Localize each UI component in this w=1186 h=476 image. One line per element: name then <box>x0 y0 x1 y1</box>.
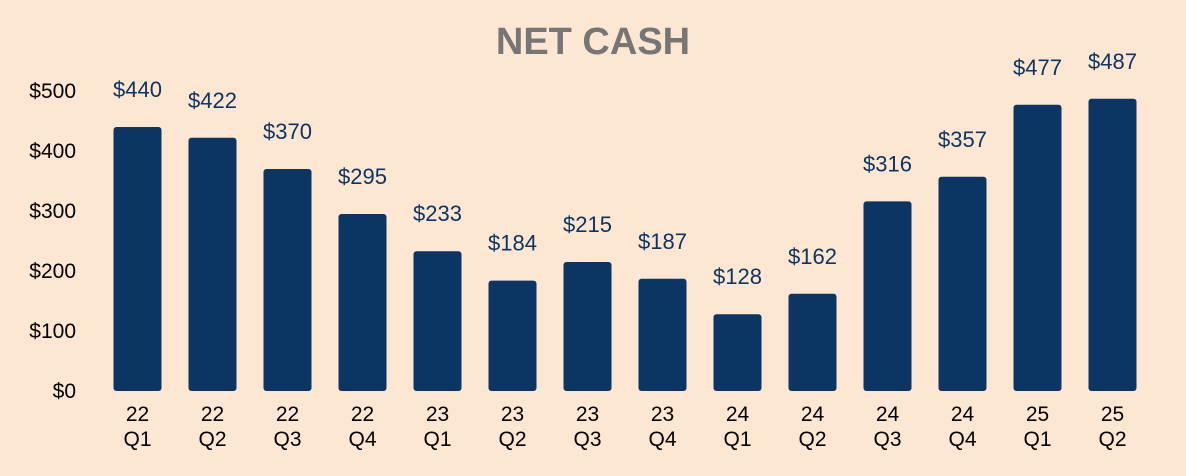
data-label: $295 <box>338 164 387 189</box>
x-tick-label-year: 22 <box>126 403 149 426</box>
x-tick-label-year: 24 <box>876 403 900 426</box>
y-tick-label: $500 <box>29 80 76 103</box>
data-label: $187 <box>638 229 687 254</box>
x-tick-label-quarter: Q4 <box>648 428 676 451</box>
data-label: $215 <box>563 212 612 237</box>
bar <box>413 251 462 391</box>
data-labels-group: $440 $422 $370 $295 $233 $184 $215 $187 $128 $162… <box>113 49 1137 289</box>
y-axis: $0 $100 $200 $300 $400 $500 <box>29 80 76 403</box>
bar <box>1013 104 1062 392</box>
x-tick-label-quarter: Q1 <box>1023 428 1051 451</box>
x-axis: 22Q122Q222Q322Q423Q123Q223Q323Q424Q124Q2… <box>123 403 1126 451</box>
x-tick-label-quarter: Q3 <box>873 428 901 451</box>
bar <box>563 262 612 391</box>
data-label: $440 <box>113 77 162 102</box>
x-tick-label-quarter: Q3 <box>573 428 601 451</box>
x-tick-label-quarter: Q4 <box>948 428 976 451</box>
x-tick-label-year: 22 <box>351 403 374 426</box>
data-label: $357 <box>938 127 987 152</box>
data-label: $128 <box>713 264 762 289</box>
data-label: $162 <box>788 244 837 269</box>
x-tick-label-quarter: Q1 <box>723 428 751 451</box>
x-tick-label-year: 23 <box>651 403 674 426</box>
y-tick-label: $200 <box>29 260 76 283</box>
x-tick-label-year: 25 <box>1101 403 1124 426</box>
x-tick-label-quarter: Q1 <box>423 428 451 451</box>
x-tick-label-year: 22 <box>201 403 224 426</box>
data-label: $370 <box>263 119 312 144</box>
bar <box>488 280 537 391</box>
bar <box>863 201 912 391</box>
x-tick-label-year: 23 <box>501 403 524 426</box>
x-tick-label-year: 23 <box>576 403 599 426</box>
x-tick-label-year: 25 <box>1026 403 1049 426</box>
data-label: $422 <box>188 88 237 113</box>
y-tick-label: $400 <box>29 140 76 163</box>
x-tick-label-quarter: Q2 <box>798 428 826 451</box>
x-tick-label-quarter: Q2 <box>1098 428 1126 451</box>
bar <box>1088 98 1137 392</box>
x-tick-label-quarter: Q1 <box>123 428 151 451</box>
x-tick-label-quarter: Q4 <box>348 428 376 451</box>
bar <box>713 314 762 391</box>
data-label: $233 <box>413 201 462 226</box>
chart-title: NET CASH <box>496 21 690 63</box>
bar <box>113 127 162 391</box>
y-tick-label: $300 <box>29 200 76 223</box>
x-tick-label-year: 23 <box>426 403 449 426</box>
x-tick-label-year: 24 <box>726 403 750 426</box>
y-tick-label: $0 <box>53 380 76 403</box>
x-tick-label-year: 24 <box>801 403 825 426</box>
bar <box>938 176 987 391</box>
data-label: $316 <box>863 151 912 176</box>
bar <box>188 137 237 391</box>
data-label: $184 <box>488 231 537 256</box>
x-tick-label-quarter: Q2 <box>498 428 526 451</box>
bar <box>638 278 687 391</box>
x-tick-label-year: 24 <box>951 403 975 426</box>
x-tick-label-year: 22 <box>276 403 299 426</box>
y-tick-label: $100 <box>29 320 76 343</box>
x-tick-label-quarter: Q2 <box>198 428 226 451</box>
bars-group <box>113 98 1137 392</box>
bar <box>338 214 387 391</box>
data-label: $487 <box>1088 49 1137 74</box>
bar <box>788 293 837 391</box>
bar <box>263 169 312 391</box>
data-label: $477 <box>1013 55 1062 80</box>
x-tick-label-quarter: Q3 <box>273 428 301 451</box>
